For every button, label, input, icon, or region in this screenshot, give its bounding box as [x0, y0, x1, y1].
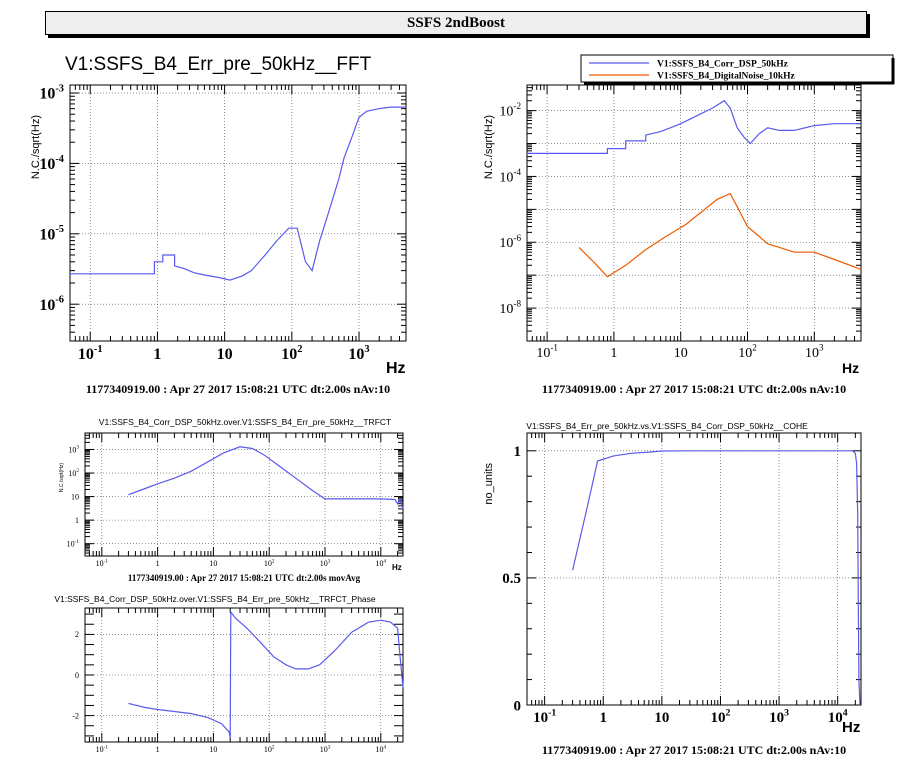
y-tick-label: -2 [72, 711, 79, 720]
chart-p4: 10-1 1 10 102 103 104 -2 0 2 V1:SSFS_B4_Corr_DSP_… [54, 594, 404, 754]
x-tick-label: 102 [264, 744, 275, 754]
legend-entry: V1:SSFS_B4_DigitalNoise_10kHz [657, 72, 796, 82]
x-tick-label: 10 [654, 710, 669, 726]
plot-frame-p3 [84, 432, 404, 557]
legend-entry: V1:SSFS_B4_Corr_DSP_50kHz [657, 60, 789, 70]
x-tick-label: 10 [217, 346, 233, 363]
y-tick-label: 10 [71, 492, 79, 501]
y-tick-label: 0.5 [502, 571, 521, 587]
x-tick-label: 10-1 [536, 343, 558, 361]
chart-title-p4: V1:SSFS_B4_Corr_DSP_50kHz.over.V1:SSFS_B… [54, 594, 376, 604]
x-tick-label: 1 [156, 745, 160, 754]
ticks-p1 [69, 85, 407, 342]
x-tick-label: 102 [281, 344, 302, 363]
x-tick-label: 104 [828, 707, 848, 726]
x-tick-label: 102 [738, 343, 757, 361]
grid-p5 [527, 433, 861, 706]
series-line-p5-0 [572, 450, 861, 706]
series-line-p2-1 [578, 192, 862, 278]
x-tick-label: 10-1 [78, 344, 103, 363]
grid-p3 [85, 433, 403, 556]
chart-footer-p1: 1177340919.00 : Apr 27 2017 15:08:21 UTC… [86, 382, 390, 396]
x-tick-label: 1 [599, 710, 607, 726]
x-tick-label: 10-1 [96, 744, 109, 754]
plot-frame-p2 [526, 84, 862, 342]
chart-p5: 10-1 1 10 102 103 104 0 0.5 1 V1:SSFS_B4_Err_pre_… [483, 421, 862, 757]
x-tick-label: 103 [805, 343, 824, 361]
x-tick-label: 10 [209, 745, 217, 754]
x-tick-label: 10-1 [96, 558, 109, 568]
y-tick-label: 10-8 [499, 299, 521, 317]
x-tick-label: 103 [348, 344, 369, 363]
chart-p1: 10-1 1 10 102 103 10-6 10-5 10-4 10-3V1:SSFS_B4_… [30, 54, 407, 396]
x-axis-label-p1: Hz [386, 360, 406, 377]
x-tick-label: 103 [320, 744, 331, 754]
y-tick-label: 2 [75, 630, 79, 639]
chart-footer-p5: 1177340919.00 : Apr 27 2017 15:08:21 UTC… [542, 743, 846, 757]
y-tick-label: 10-6 [499, 233, 521, 251]
x-tick-label: 10-1 [533, 707, 556, 726]
chart-footer-p2: 1177340919.00 : Apr 27 2017 15:08:21 UTC… [542, 382, 846, 396]
plot-frame-p1 [69, 84, 407, 342]
y-axis-label-p5: no_units [483, 463, 495, 505]
y-tick-label: 0 [75, 671, 79, 680]
x-tick-label: 10 [209, 559, 217, 568]
chart-p3: 10-1 1 10 102 103 104 10-1 1 10 102 103 V1:SSFS_B4_… [59, 417, 404, 583]
y-tick-label: 10-5 [39, 224, 64, 243]
series-line-p1-0 [70, 106, 406, 281]
x-axis-label-p2: Hz [842, 360, 859, 376]
x-tick-label: 103 [320, 558, 331, 568]
y-tick-label: 10-6 [39, 295, 64, 314]
x-tick-label: 104 [375, 558, 386, 568]
x-tick-label: 103 [769, 707, 789, 726]
chart-p2: 10-1 1 10 102 103 10-8 10-6 10-4 10-2 Hz N.C./sqrt… [483, 54, 895, 396]
chart-title-p1: V1:SSFS_B4_Err_pre_50kHz__FFT [65, 54, 372, 75]
x-tick-label: 10 [674, 346, 688, 361]
grid-p2 [527, 85, 861, 342]
x-tick-label: 104 [375, 744, 386, 754]
ticks-p4 [84, 608, 403, 742]
y-axis-label-p3: N.C./sqrt(Hz) [59, 463, 65, 493]
series-line-p2-0 [527, 99, 861, 154]
x-axis-label-p3: Hz [392, 563, 402, 572]
y-tick-label: 10-1 [67, 539, 80, 549]
x-tick-label: 102 [711, 707, 731, 726]
y-tick-label: 10-3 [39, 83, 64, 102]
grid-p4 [85, 608, 403, 742]
x-tick-label: 1 [610, 346, 617, 361]
page-title-box: SSFS 2ndBoost [45, 11, 867, 35]
chart-title-p3: V1:SSFS_B4_Corr_DSP_50kHz.over.V1:SSFS_B… [99, 417, 391, 427]
y-tick-label: 10-2 [499, 101, 521, 119]
y-axis-label-p2: N.C./sqrt(Hz) [483, 115, 495, 179]
ticks-p5 [526, 433, 861, 706]
page-title: SSFS 2ndBoost [407, 15, 505, 31]
x-tick-label: 1 [156, 559, 160, 568]
x-tick-label: 1 [153, 346, 161, 363]
x-tick-label: 102 [264, 558, 275, 568]
series-line-p4-0 [128, 610, 404, 739]
series-line-p3-0 [128, 446, 404, 510]
y-tick-label: 102 [68, 468, 79, 478]
ticks-p2 [526, 84, 862, 342]
y-tick-label: 10-4 [499, 167, 521, 185]
y-tick-label: 0 [514, 698, 522, 714]
y-tick-label: 1 [75, 516, 79, 525]
ticks-p3 [84, 432, 403, 557]
y-tick-label: 103 [68, 445, 79, 455]
x-axis-label-p5: Hz [842, 719, 860, 736]
legend-p2: V1:SSFS_B4_Corr_DSP_50kHz V1:SSFS_B4_Digi… [580, 54, 895, 85]
chart-footer-p3: 1177340919.00 : Apr 27 2017 15:08:21 UTC… [128, 573, 361, 583]
plot-frame-p5 [526, 432, 862, 706]
grid-p1 [70, 85, 406, 341]
y-axis-label-p1: N.C./sqrt(Hz) [30, 115, 42, 179]
chart-title-p5: V1:SSFS_B4_Err_pre_50kHz.vs.V1:SSFS_B4_C… [526, 421, 808, 431]
y-tick-label: 1 [514, 444, 522, 460]
y-tick-label: 10-4 [39, 154, 64, 173]
